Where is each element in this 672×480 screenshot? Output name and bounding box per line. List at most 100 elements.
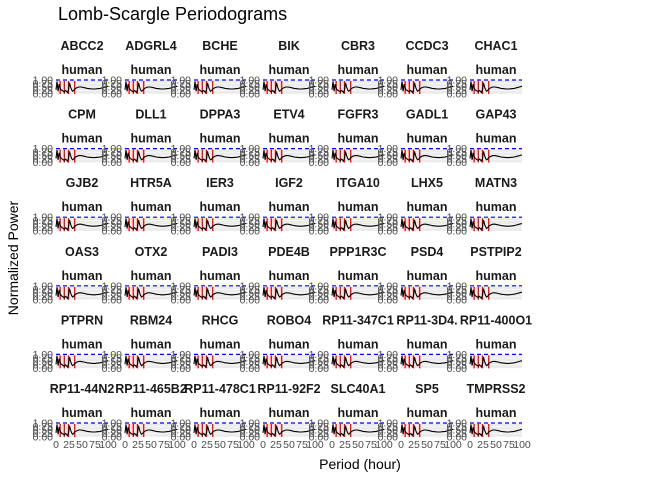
y-tick-label: 0.50 xyxy=(240,150,261,162)
y-tick-label: 1.00 xyxy=(33,349,54,361)
power-curve xyxy=(193,287,247,300)
facet-gene-label: PADI3 xyxy=(202,245,238,259)
power-curve xyxy=(469,149,523,163)
facet-gene-label: ITGA10 xyxy=(336,176,380,190)
facet-gene-label: RP11-347C1 xyxy=(322,313,394,327)
y-tick-label: 0.50 xyxy=(378,425,399,437)
y-tick-label: 0.50 xyxy=(447,287,468,299)
power-curve xyxy=(262,218,316,231)
x-tick-label: 0 xyxy=(122,439,128,451)
power-curve xyxy=(124,81,178,94)
facet-panel: GADL1 human 0.000.250.500.751.00 xyxy=(378,108,454,169)
facet-species-label: human xyxy=(62,63,103,77)
power-curve xyxy=(124,287,178,300)
y-tick-label: 0.25 xyxy=(33,359,54,371)
y-tick-label: 0.75 xyxy=(240,78,261,90)
facet-gene-label: SLC40A1 xyxy=(331,382,386,396)
y-tick-label: 0.75 xyxy=(309,147,330,159)
y-tick-label: 1.00 xyxy=(378,280,399,292)
y-tick-label: 0.75 xyxy=(309,284,330,296)
facet-species-label: human xyxy=(269,200,310,214)
y-tick-label: 0.75 xyxy=(240,147,261,159)
y-tick-label: 0.75 xyxy=(447,421,468,433)
x-tick-label: 25 xyxy=(339,439,351,451)
chart-title: Lomb-Scargle Periodograms xyxy=(58,4,287,24)
facet-gene-label: PSTPIP2 xyxy=(470,245,521,259)
x-tick-label: 0 xyxy=(260,439,266,451)
y-tick-label: 0.50 xyxy=(102,425,123,437)
y-tick-label: 1.00 xyxy=(309,143,330,155)
x-tick-label: 50 xyxy=(490,439,502,451)
facet-gene-label: OAS3 xyxy=(65,245,99,259)
x-tick-label: 50 xyxy=(145,439,157,451)
facet-species-label: human xyxy=(338,269,379,283)
x-tick-label: 0 xyxy=(398,439,404,451)
x-tick-label: 50 xyxy=(352,439,364,451)
y-tick-label: 0.50 xyxy=(102,150,123,162)
y-axis-title: Normalized Power xyxy=(5,200,21,315)
y-tick-label: 1.00 xyxy=(447,212,468,224)
y-tick-label: 0.75 xyxy=(378,78,399,90)
x-tick-label: 0 xyxy=(329,439,335,451)
facet-gene-label: RP11-44N2 xyxy=(50,382,115,396)
y-tick-label: 0.25 xyxy=(171,154,192,166)
y-tick-label: 0.00 xyxy=(240,432,261,444)
y-tick-label: 1.00 xyxy=(378,418,399,430)
y-tick-label: 0.00 xyxy=(309,432,330,444)
facet-gene-label: PDE4B xyxy=(268,245,310,259)
y-tick-label: 0.75 xyxy=(240,284,261,296)
facet-panel: RBM24 human 0.000.250.500.751.00 xyxy=(102,313,178,375)
y-tick-label: 0.75 xyxy=(102,352,123,364)
y-tick-label: 0.50 xyxy=(102,356,123,368)
facet-species-label: human xyxy=(407,200,448,214)
y-tick-label: 1.00 xyxy=(447,143,468,155)
facet-panel: TMPRSS2 human 0.000.250.500.751.00 xyxy=(447,382,526,444)
x-tick-label: 75 xyxy=(158,439,170,451)
y-tick-label: 0.25 xyxy=(309,359,330,371)
facet-gene-label: BIK xyxy=(278,39,300,53)
y-tick-label: 0.50 xyxy=(33,150,54,162)
facet-species-label: human xyxy=(269,406,310,420)
y-tick-label: 1.00 xyxy=(378,75,399,87)
facet-species-label: human xyxy=(269,337,310,351)
x-tick-label: 25 xyxy=(201,439,213,451)
facet-panel: MATN3 human 0.000.250.500.751.00 xyxy=(447,176,523,238)
y-tick-label: 0.00 xyxy=(33,89,54,101)
y-tick-label: 0.00 xyxy=(102,432,123,444)
y-tick-label: 0.75 xyxy=(309,352,330,364)
y-tick-label: 0.00 xyxy=(240,226,261,238)
facet-gene-label: PTPRN xyxy=(61,313,103,327)
power-curve xyxy=(55,287,109,300)
y-tick-label: 0.75 xyxy=(171,352,192,364)
y-tick-label: 0.25 xyxy=(33,85,54,97)
y-tick-label: 0.25 xyxy=(102,428,123,440)
facet-panel: SLC40A1 human 0.000.250.500.751.00 xyxy=(309,382,386,444)
y-tick-label: 0.25 xyxy=(378,291,399,303)
y-tick-label: 0.00 xyxy=(171,89,192,101)
facet-species-label: human xyxy=(200,406,241,420)
facet-gene-label: RP11-3D4. xyxy=(396,313,457,327)
facet-gene-label: GAP43 xyxy=(476,108,517,122)
power-curve xyxy=(55,149,109,163)
y-tick-label: 0.50 xyxy=(240,356,261,368)
facet-species-label: human xyxy=(338,63,379,77)
facet-panel: ETV4 human 0.000.250.500.751.00 xyxy=(240,108,316,169)
y-tick-label: 0.00 xyxy=(447,226,468,238)
facet-species-label: human xyxy=(200,63,241,77)
power-curve xyxy=(400,81,454,94)
y-tick-label: 0.50 xyxy=(33,82,54,94)
y-tick-label: 1.00 xyxy=(447,349,468,361)
y-tick-label: 0.00 xyxy=(309,157,330,169)
y-tick-label: 0.50 xyxy=(171,425,192,437)
x-tick-label: 75 xyxy=(296,439,308,451)
y-tick-label: 0.00 xyxy=(447,432,468,444)
facet-panel: LHX5 human 0.000.250.500.751.00 xyxy=(378,176,454,238)
y-tick-label: 0.25 xyxy=(240,428,261,440)
facet-gene-label: ETV4 xyxy=(273,108,304,122)
power-curve xyxy=(193,218,247,231)
y-tick-label: 1.00 xyxy=(240,143,261,155)
facet-species-label: human xyxy=(62,406,103,420)
y-tick-label: 1.00 xyxy=(171,349,192,361)
facet-gene-label: CHAC1 xyxy=(474,39,517,53)
